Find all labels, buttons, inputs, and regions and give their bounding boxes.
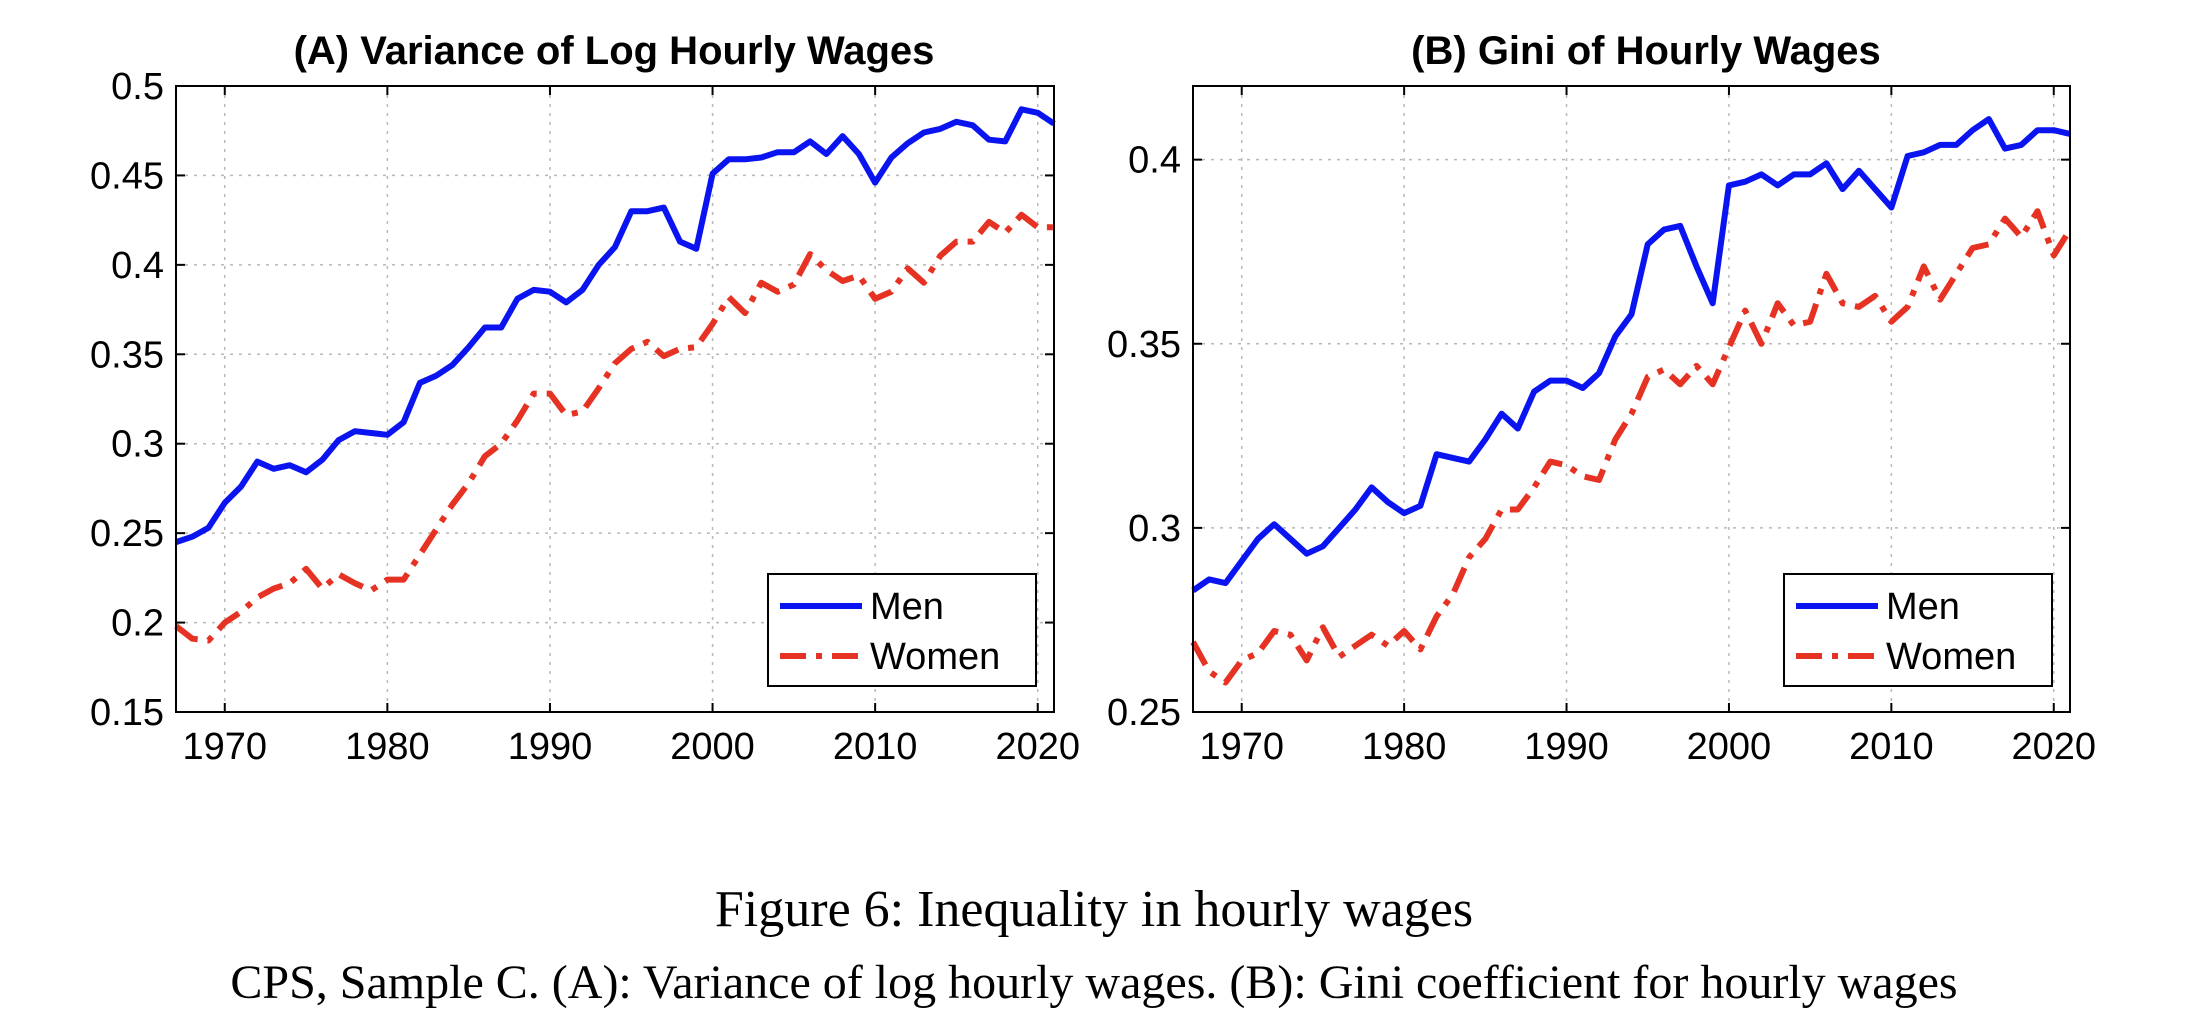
panel-b-ytick-label-0: 0.25: [1107, 692, 1181, 734]
panel-b-series-men-line: [1191, 116, 2071, 593]
panel-b-legend-box: [1783, 573, 2053, 687]
panel-a-ytick-label-4: 0.35: [90, 334, 164, 376]
panel-a-series-men-line: [175, 106, 1056, 545]
panel-a-title: (A) Variance of Log Hourly Wages: [294, 29, 935, 73]
panel-a-legend-label-men: Men: [870, 586, 944, 628]
panel-a-xtick-label-1980: 1980: [345, 726, 430, 768]
panel-a-ytick-label-6: 0.45: [90, 155, 164, 197]
panel-b-ytick-label-2: 0.35: [1107, 324, 1181, 366]
panel-a-ytick-label-1: 0.2: [111, 603, 164, 645]
panel-a-xtick-label-2000: 2000: [670, 726, 755, 768]
panel-a-xtick-label-1990: 1990: [508, 726, 593, 768]
panel-a-ytick-label-3: 0.3: [111, 424, 164, 466]
panel-b-xtick-label-2010: 2010: [1849, 726, 1934, 768]
panel-a-xtick-label-1970: 1970: [183, 726, 268, 768]
panel-a-series-women-line: [174, 211, 1054, 644]
figure-caption-title: Figure 6: Inequality in hourly wages: [714, 881, 1474, 938]
panel-a-xtick-label-2020: 2020: [995, 726, 1080, 768]
panel-a-ytick-label-5: 0.4: [111, 245, 164, 287]
panel-b-plot-area: 1970 1980 1990 2000 2010 2020 0.25 0.3 0.35 0.4 Me…: [1107, 85, 2096, 768]
panel-b-series-women-line: [1190, 208, 2073, 686]
panel-a-ytick-label-2: 0.25: [90, 513, 164, 555]
panel-b-axes-box: [1192, 85, 2071, 713]
panel-b-xtick-label-1970: 1970: [1199, 726, 1284, 768]
panel-a-ytick-label-0: 0.15: [90, 692, 164, 734]
panel-b-legend-label-women: Women: [1886, 636, 2016, 678]
panel-b-gini-chart: (B) Gini of Hourly Wages 1970 1980 1990 200…: [1107, 29, 2096, 768]
panel-a-ytick-label-7: 0.5: [111, 66, 164, 108]
panel-a-legend-label-women: Women: [870, 636, 1000, 678]
panel-b-ytick-label-1: 0.3: [1128, 508, 1181, 550]
panel-b-legend: Men Women: [1783, 573, 2053, 687]
panel-b-xtick-label-2020: 2020: [2011, 726, 2096, 768]
panel-a-axes-box: [175, 85, 1055, 713]
panel-a-legend: Men Women: [767, 573, 1037, 687]
panel-b-xtick-label-2000: 2000: [1687, 726, 1772, 768]
panel-a-xtick-label-2010: 2010: [833, 726, 918, 768]
figure-caption-subtitle: CPS, Sample C. (A): Variance of log hour…: [230, 956, 1958, 1009]
panel-b-legend-label-men: Men: [1886, 586, 1960, 628]
panel-a-plot-area: 1970 1980 1990 2000 2010 2020 0.15 0.2 0.25 0.3 0.…: [90, 66, 1080, 768]
panel-a-variance-chart: (A) Variance of Log Hourly Wages 1970 198…: [90, 29, 1080, 768]
panel-a-legend-box: [767, 573, 1037, 687]
panel-b-title: (B) Gini of Hourly Wages: [1411, 29, 1881, 73]
panel-b-xtick-label-1990: 1990: [1524, 726, 1609, 768]
panel-b-ytick-label-3: 0.4: [1128, 140, 1181, 182]
panel-b-xtick-label-1980: 1980: [1362, 726, 1447, 768]
